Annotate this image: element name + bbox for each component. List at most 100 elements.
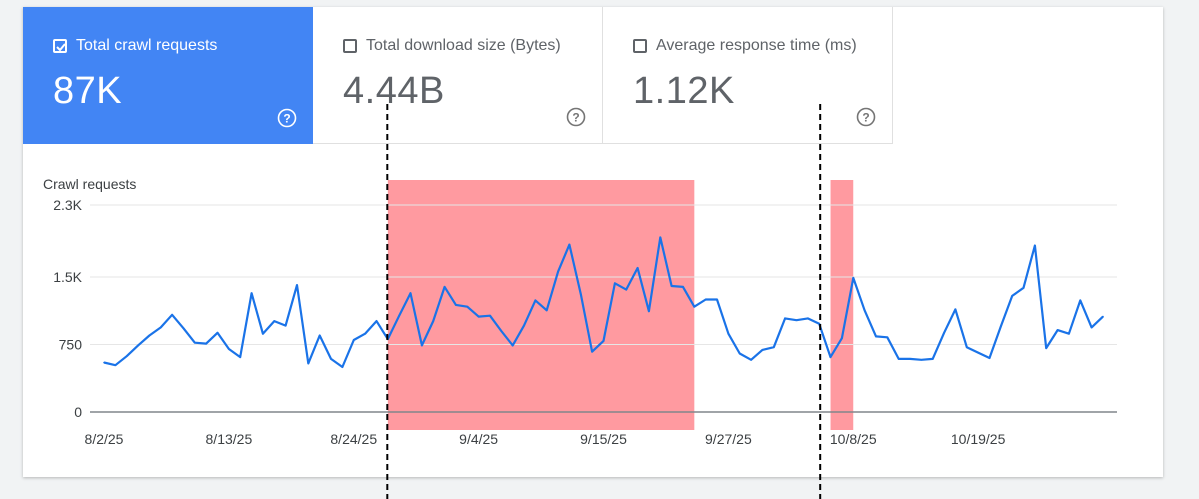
metric-total-crawl-requests[interactable]: Total crawl requests 87K ? <box>23 7 313 144</box>
data-point <box>693 305 696 308</box>
metric-average-response-time[interactable]: Average response time (ms) 1.12K ? <box>603 7 893 144</box>
data-point <box>602 340 605 342</box>
data-point <box>591 350 593 353</box>
data-point <box>931 358 934 360</box>
data-point <box>103 361 105 364</box>
data-point <box>409 292 412 295</box>
data-point <box>636 267 639 269</box>
checkbox-unchecked-icon[interactable] <box>343 39 357 53</box>
data-point <box>954 308 957 311</box>
data-point <box>330 358 332 360</box>
data-point <box>852 277 855 279</box>
data-point <box>182 327 185 330</box>
data-point <box>682 286 684 288</box>
data-point <box>375 320 378 322</box>
data-point <box>1045 347 1048 349</box>
metric-total-download-size[interactable]: Total download size (Bytes) 4.44B ? <box>313 7 603 144</box>
metric-value: 87K <box>53 70 123 112</box>
data-point <box>500 330 503 332</box>
data-point <box>523 324 525 327</box>
metric-header: Total download size (Bytes) <box>343 37 561 55</box>
checkbox-unchecked-icon[interactable] <box>633 39 647 53</box>
data-point <box>557 270 559 273</box>
data-point <box>466 305 469 308</box>
data-point <box>307 362 310 365</box>
x-tick-label: 9/15/25 <box>580 431 627 447</box>
metric-label: Total download size (Bytes) <box>366 37 561 54</box>
metric-header: Total crawl requests <box>53 37 217 55</box>
data-point <box>477 315 480 318</box>
data-point <box>659 236 662 239</box>
data-point <box>250 292 253 295</box>
data-point <box>364 332 366 335</box>
data-point <box>489 314 491 317</box>
data-point <box>228 348 230 350</box>
data-point <box>988 357 991 359</box>
data-point <box>738 352 741 355</box>
data-point <box>670 285 673 287</box>
data-point <box>614 282 616 285</box>
x-tick-label: 10/8/25 <box>830 431 877 447</box>
help-icon[interactable]: ? <box>856 107 876 127</box>
y-tick-label: 1.5K <box>53 269 82 285</box>
data-point <box>284 324 287 327</box>
data-point <box>262 332 264 335</box>
data-point <box>875 335 877 338</box>
data-point <box>965 346 968 349</box>
metric-label: Total crawl requests <box>76 37 218 54</box>
data-point <box>443 286 446 288</box>
data-point <box>807 317 809 320</box>
data-point <box>1090 326 1093 329</box>
data-point <box>341 366 344 368</box>
data-point <box>1079 299 1082 302</box>
checkbox-checked-icon[interactable] <box>53 39 67 53</box>
data-point <box>455 304 457 306</box>
data-point <box>125 355 128 358</box>
data-point <box>727 332 730 335</box>
data-point <box>273 320 276 322</box>
data-point <box>159 326 162 329</box>
data-point <box>829 356 832 358</box>
y-tick-label: 2.3K <box>53 197 82 213</box>
data-point <box>137 344 139 347</box>
data-point <box>421 344 423 347</box>
metric-value: 1.12K <box>633 70 735 112</box>
data-point <box>398 314 400 317</box>
metric-value: 4.44B <box>343 70 445 112</box>
help-icon[interactable]: ? <box>566 107 586 127</box>
x-tick-label: 10/19/25 <box>951 431 1006 447</box>
y-tick-labels: 0 750 1.5K 2.3K <box>53 197 82 420</box>
data-point <box>886 336 889 339</box>
y-axis-title: Crawl requests <box>43 176 136 192</box>
data-point <box>841 337 843 340</box>
data-point <box>761 349 764 351</box>
data-point <box>943 332 945 334</box>
marker-lines <box>386 104 822 499</box>
x-tick-label: 9/27/25 <box>705 431 752 447</box>
data-point <box>216 332 219 334</box>
svg-text:?: ? <box>572 111 579 125</box>
data-point <box>1102 315 1104 318</box>
data-point <box>171 314 173 316</box>
data-point <box>194 341 196 344</box>
x-tick-label: 9/4/25 <box>459 431 498 447</box>
x-tick-label: 8/24/25 <box>330 431 377 447</box>
data-point <box>352 339 355 341</box>
data-point <box>1022 287 1025 289</box>
help-icon[interactable]: ? <box>277 108 297 128</box>
svg-text:?: ? <box>283 112 290 126</box>
data-point <box>704 298 707 301</box>
grid-layer <box>90 204 1117 413</box>
data-point <box>1034 244 1036 247</box>
data-point <box>1068 332 1070 335</box>
data-point <box>1056 329 1059 331</box>
series-line-layer <box>103 236 1104 369</box>
data-point <box>909 358 911 360</box>
x-tick-label: 8/2/25 <box>85 431 124 447</box>
data-point <box>863 309 866 312</box>
data-point <box>568 243 571 246</box>
data-point <box>114 364 117 367</box>
data-point <box>920 359 923 361</box>
metric-label: Average response time (ms) <box>656 37 857 54</box>
